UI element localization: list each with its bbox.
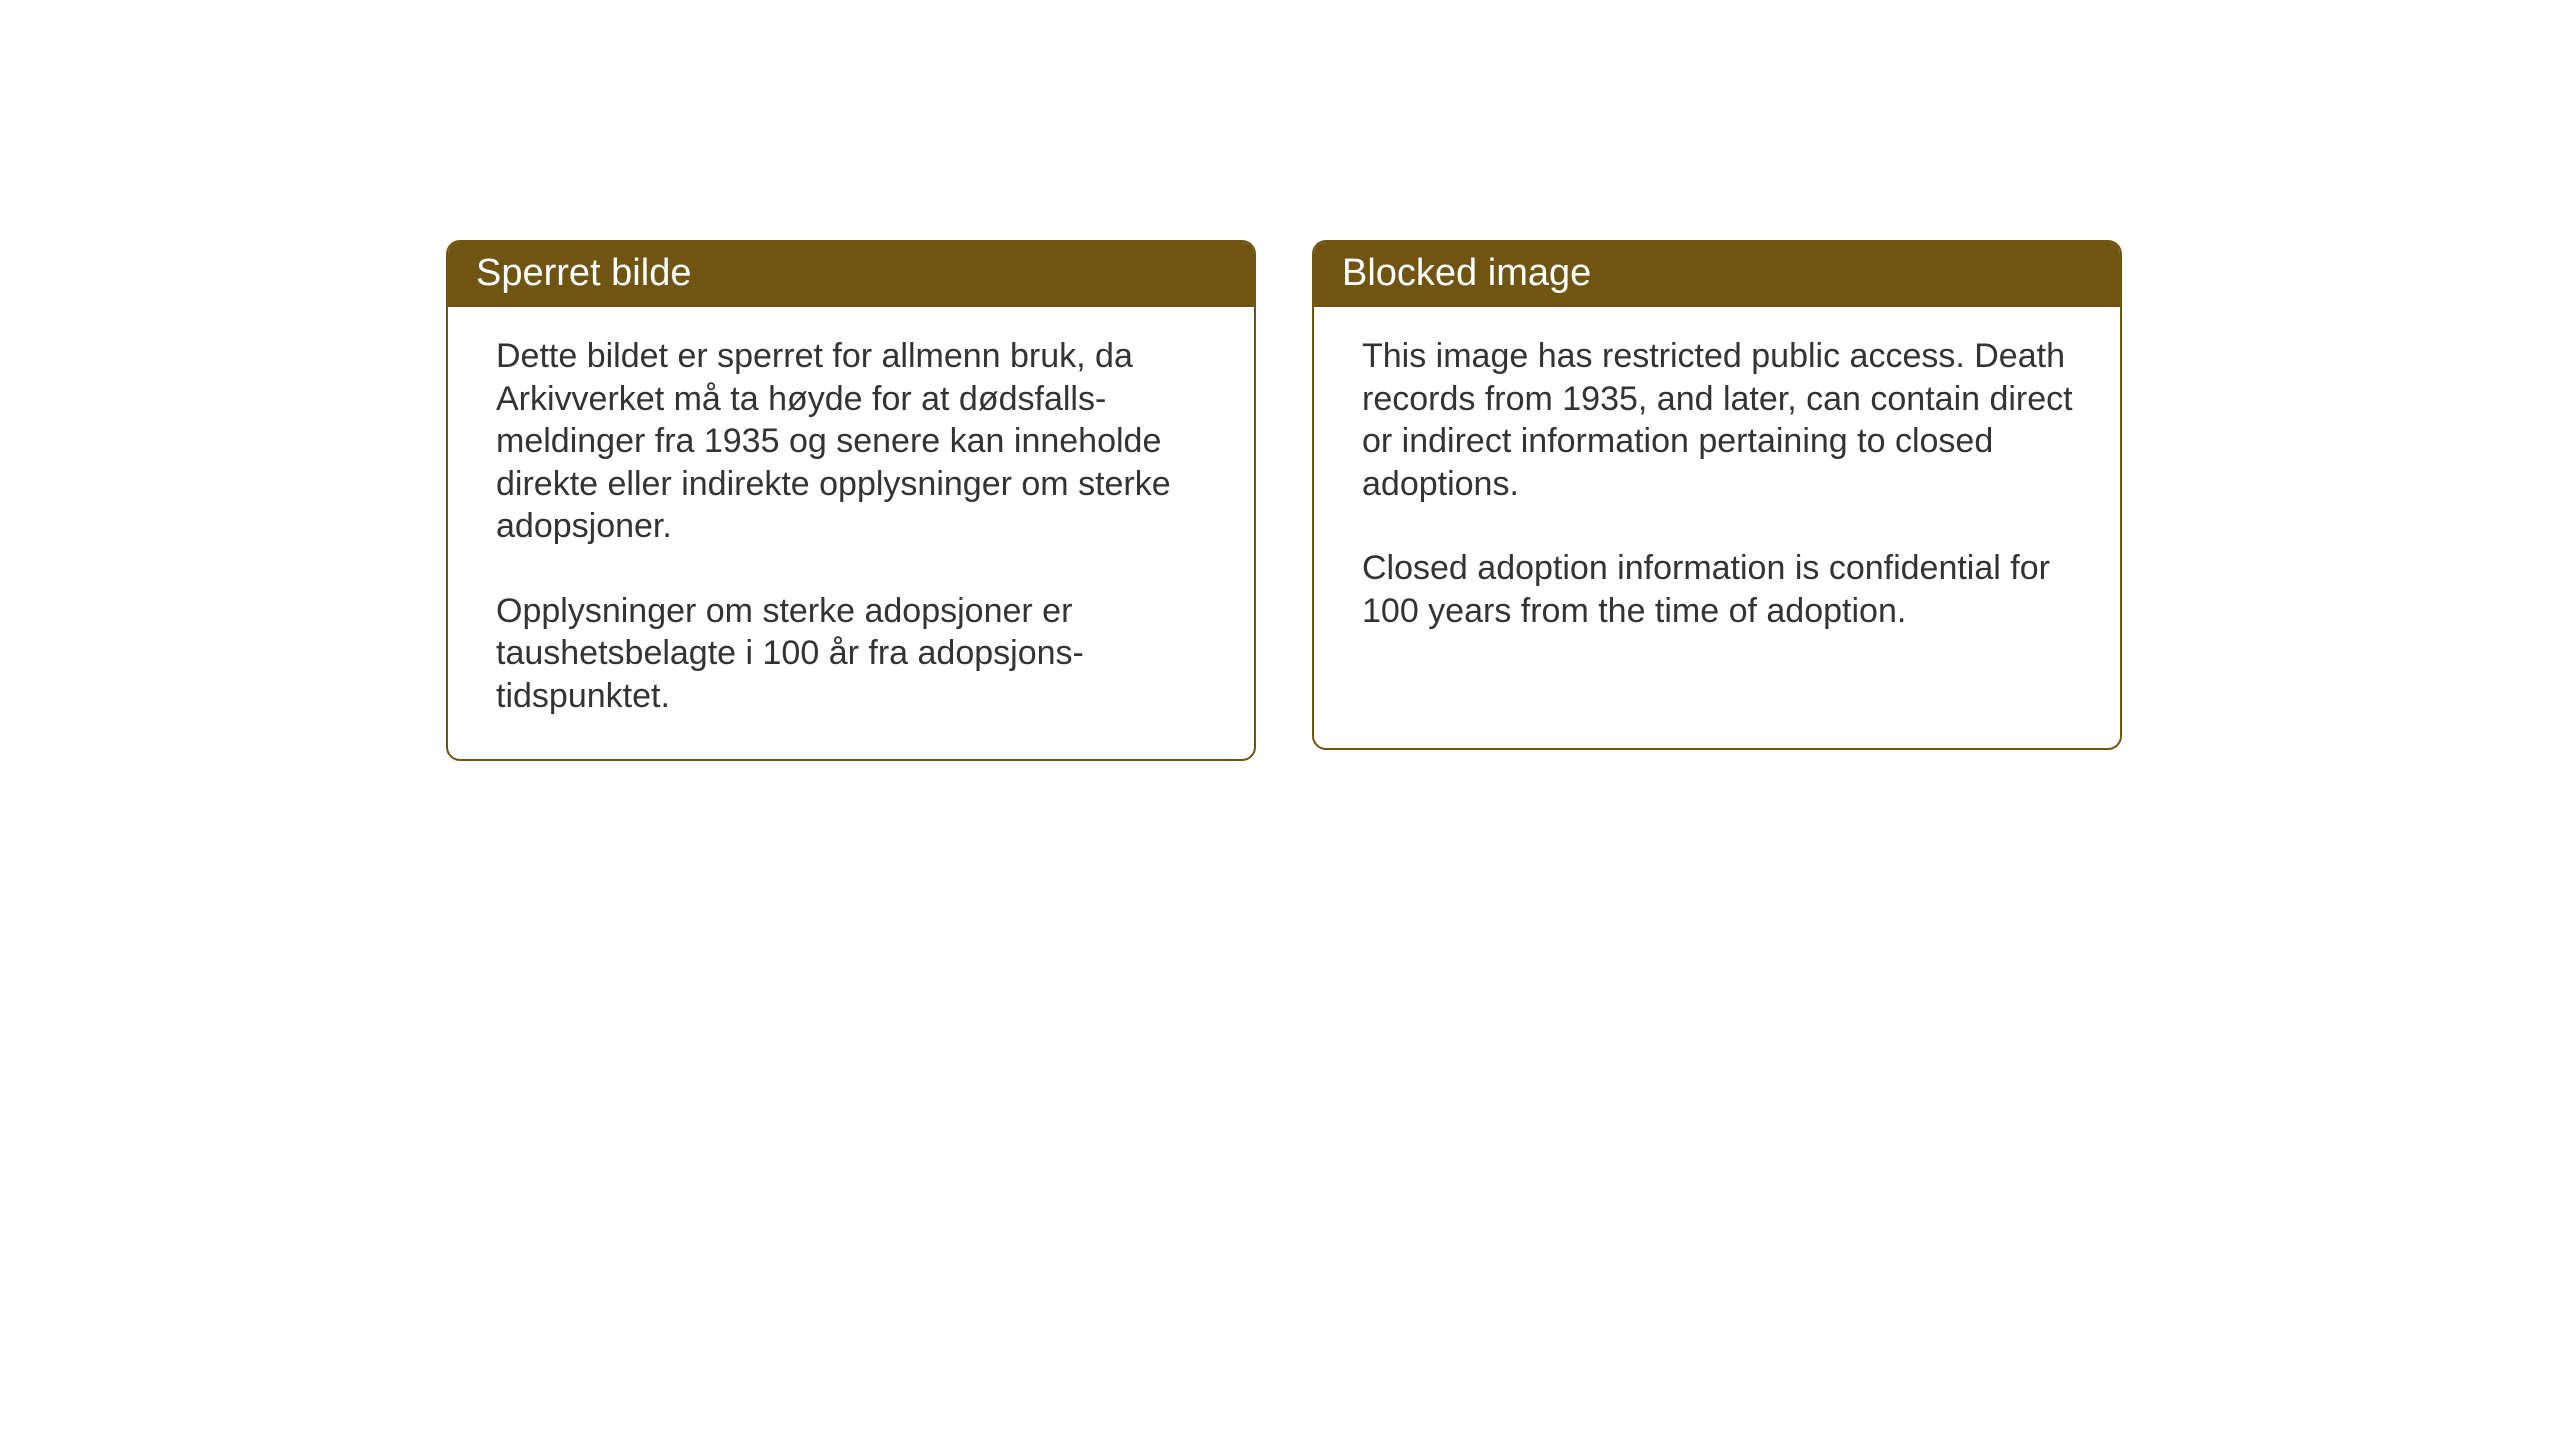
norwegian-card: Sperret bilde Dette bildet er sperret fo… <box>446 240 1256 761</box>
english-card-body: This image has restricted public access.… <box>1314 307 2120 674</box>
english-paragraph-1: This image has restricted public access.… <box>1362 335 2078 505</box>
norwegian-card-body: Dette bildet er sperret for allmenn bruk… <box>448 307 1254 759</box>
english-card: Blocked image This image has restricted … <box>1312 240 2122 750</box>
english-card-header: Blocked image <box>1314 242 2120 307</box>
norwegian-paragraph-1: Dette bildet er sperret for allmenn bruk… <box>496 335 1212 548</box>
norwegian-paragraph-2: Opplysninger om sterke adopsjoner er tau… <box>496 590 1212 718</box>
english-paragraph-2: Closed adoption information is confident… <box>1362 547 2078 632</box>
cards-container: Sperret bilde Dette bildet er sperret fo… <box>446 240 2560 761</box>
norwegian-card-header: Sperret bilde <box>448 242 1254 307</box>
